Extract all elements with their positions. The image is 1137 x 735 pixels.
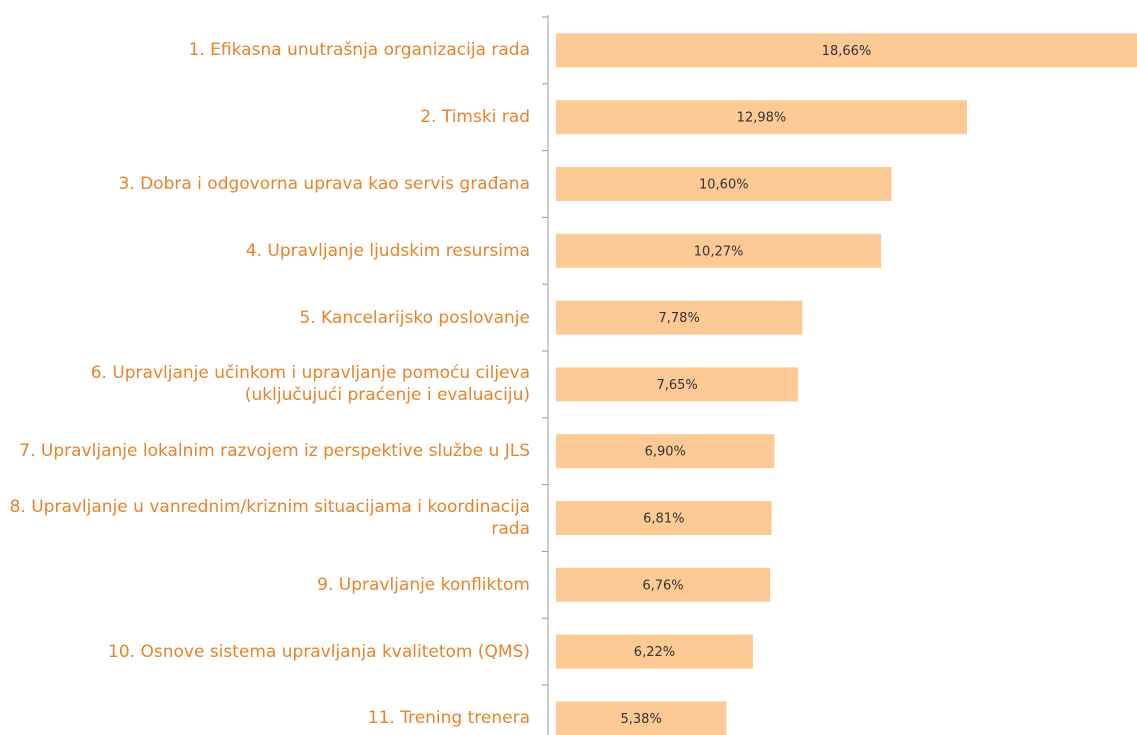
value-label: 10,60%	[699, 178, 749, 193]
value-label: 18,66%	[822, 44, 872, 59]
category-label: 6. Upravljanje učinkom i upravljanje pom…	[5, 354, 530, 414]
category-text: 8. Upravljanje u vanrednim/kriznim situa…	[9, 497, 530, 539]
category-label: 11. Trening trenera	[5, 688, 530, 735]
category-label: 5. Kancelarijsko poslovanje	[5, 288, 530, 348]
value-label: 12,98%	[737, 111, 787, 126]
bar	[556, 100, 967, 135]
category-label: 9. Upravljanje konfliktom	[5, 555, 530, 615]
value-label: 7,65%	[656, 378, 697, 393]
value-label: 10,27%	[694, 244, 744, 259]
category-text: 1. Efikasna unutrašnja organizacija rada	[188, 40, 530, 61]
bar	[556, 233, 882, 268]
value-label: 5,38%	[621, 712, 662, 727]
category-text: 4. Upravljanje ljudskim resursima	[245, 240, 530, 261]
category-label: 8. Upravljanje u vanrednim/kriznim situa…	[5, 488, 530, 548]
category-text: 6. Upravljanje učinkom i upravljanje pom…	[90, 363, 530, 406]
category-text: 10. Osnove sistema upravljanja kvaliteto…	[108, 641, 530, 662]
category-label: 4. Upravljanje ljudskim resursima	[5, 221, 530, 281]
bar	[556, 567, 771, 602]
value-label: 6,22%	[634, 645, 675, 660]
bar	[556, 634, 753, 669]
value-label: 6,90%	[645, 445, 686, 460]
category-label: 1. Efikasna unutrašnja organizacija rada	[5, 20, 530, 80]
category-label: 3. Dobra i odgovorna uprava kao servis g…	[5, 154, 530, 214]
category-text: 9. Upravljanje konfliktom	[317, 574, 530, 595]
value-label: 6,81%	[643, 512, 684, 527]
bar	[556, 367, 799, 402]
value-label: 6,76%	[642, 578, 683, 593]
category-text: 7. Upravljanje lokalnim razvojem iz pers…	[19, 441, 530, 462]
category-text: 2. Timski rad	[420, 107, 530, 128]
bar	[556, 33, 1137, 68]
value-label: 7,78%	[659, 311, 700, 326]
bar	[556, 701, 727, 735]
category-text: 11. Trening trenera	[367, 708, 530, 729]
bar	[556, 167, 892, 201]
category-text: 3. Dobra i odgovorna uprava kao servis g…	[118, 174, 530, 194]
bar	[556, 434, 775, 469]
bar	[556, 300, 803, 335]
category-label: 10. Osnove sistema upravljanja kvaliteto…	[5, 622, 530, 682]
bar	[556, 501, 772, 535]
category-text: 5. Kancelarijsko poslovanje	[299, 307, 530, 328]
category-label: 7. Upravljanje lokalnim razvojem iz pers…	[5, 421, 530, 481]
category-label: 2. Timski rad	[5, 87, 530, 147]
